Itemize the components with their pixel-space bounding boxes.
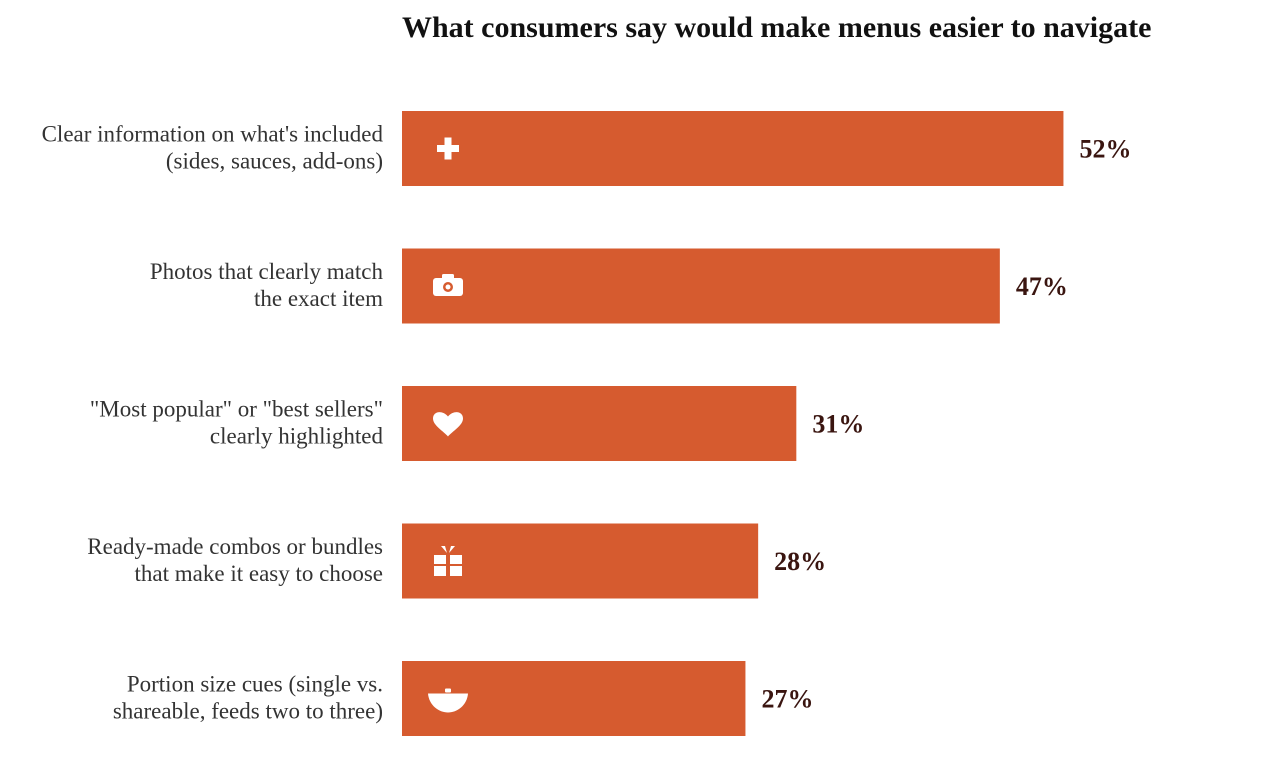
value-label-3: 31%	[812, 410, 864, 439]
category-label-3: "Most popular" or "best sellers" clearly …	[90, 397, 384, 449]
gift-icon	[434, 546, 462, 576]
bar-3	[402, 386, 797, 461]
bars-group: 52% Clear information on what's included(…	[42, 111, 1131, 736]
chart-title: What consumers say would make menus easi…	[402, 11, 1151, 44]
camera-icon	[433, 274, 463, 296]
category-label-2: Photos that clearly match the exact item	[150, 259, 384, 311]
category-label-5: Portion size cues (single vs. shareable, …	[113, 672, 383, 724]
category-label-4: Ready-made combos or bundles that make it…	[87, 534, 383, 586]
bar-2	[402, 248, 1000, 324]
value-label-5: 27%	[761, 685, 813, 714]
value-label-1: 52%	[1079, 135, 1131, 164]
value-label-2: 47%	[1016, 272, 1068, 301]
bowl-icon	[428, 688, 468, 713]
heart-icon	[433, 412, 463, 437]
category-label-1: Clear information on what's included (sid…	[42, 122, 384, 174]
plus-icon	[437, 137, 459, 160]
value-label-4: 28%	[774, 547, 826, 576]
bar-1	[402, 111, 1064, 186]
